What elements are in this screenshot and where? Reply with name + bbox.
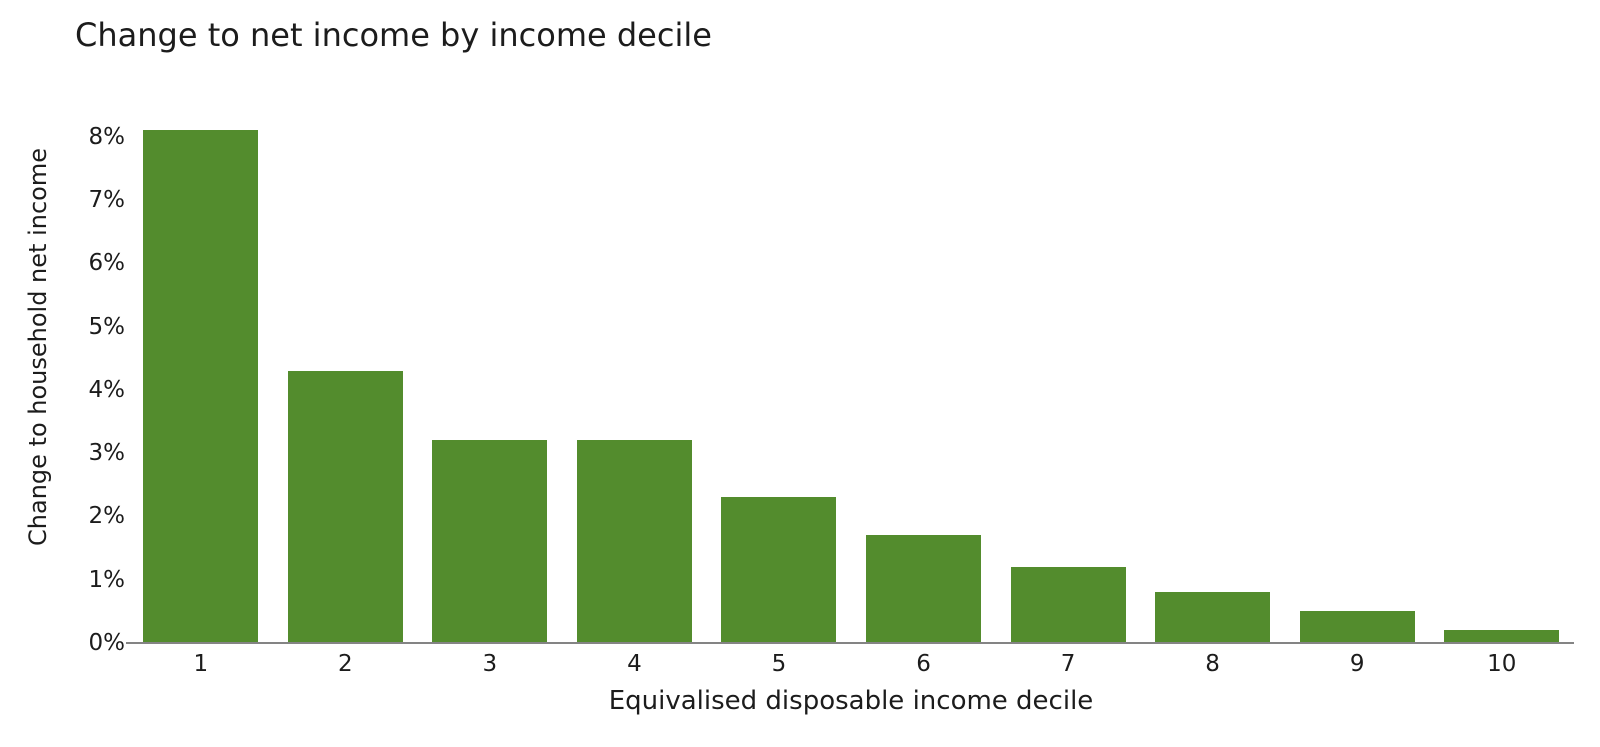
y-tick-label-5: 5% [88, 313, 126, 340]
x-tick-label-8: 8 [1205, 651, 1220, 677]
x-tick-label-5: 5 [771, 651, 787, 677]
bar-decile-2 [287, 370, 403, 643]
y-tick-label-3: 3% [88, 440, 126, 467]
x-axis-label: Equivalised disposable income decile [608, 686, 1094, 716]
y-tick-label-4: 4% [88, 376, 126, 403]
bar-decile-4 [576, 440, 692, 643]
x-tick-label-3: 3 [482, 651, 498, 677]
y-tick-label-6: 6% [88, 250, 126, 277]
bar-decile-10 [1444, 630, 1560, 643]
x-tick-label-1: 1 [193, 651, 209, 677]
x-tick-label-2: 2 [338, 651, 353, 677]
bar-decile-1 [143, 130, 259, 643]
y-tick-label-1: 1% [88, 566, 126, 593]
y-tick-label-8: 8% [88, 123, 126, 150]
x-tick-label-4: 4 [627, 651, 642, 677]
x-axis-line [126, 642, 1574, 644]
bar-decile-3 [432, 440, 548, 643]
bar-decile-5 [721, 497, 837, 643]
x-tick-label-9: 9 [1349, 651, 1365, 677]
x-tick-label-7: 7 [1060, 651, 1076, 677]
bar-decile-7 [1010, 567, 1126, 643]
bar-decile-9 [1299, 611, 1415, 643]
x-tick-label-6: 6 [916, 651, 931, 677]
bar-decile-6 [866, 535, 982, 643]
y-tick-label-2: 2% [88, 503, 126, 530]
chart-title: Change to net income by income decile [75, 16, 712, 54]
bar-decile-8 [1155, 592, 1271, 643]
x-tick-label-10: 10 [1487, 651, 1517, 677]
y-tick-label-0: 0% [88, 630, 126, 656]
y-tick-label-7: 7% [88, 186, 126, 213]
